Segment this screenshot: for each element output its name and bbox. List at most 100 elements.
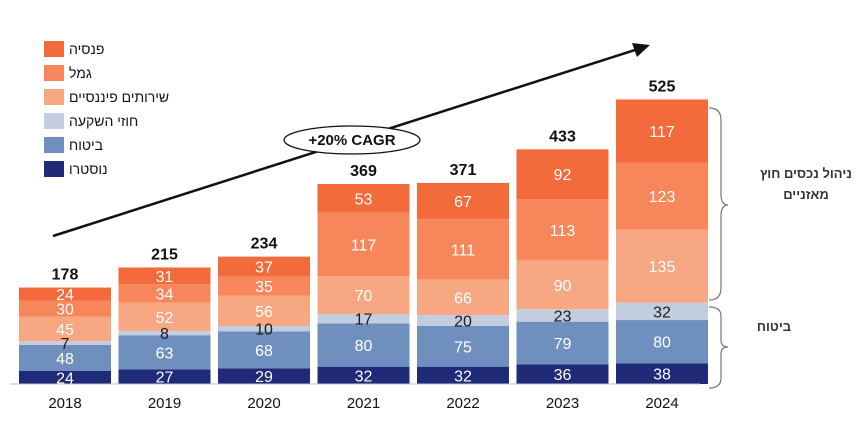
x-tick-label: 2024 [645,395,678,412]
bar-segment [218,276,310,296]
legend-swatch [44,41,64,57]
bar-value-label: 32 [454,368,472,385]
cagr-arrow-head [632,43,650,57]
bar-value-label: 80 [653,335,671,352]
legend-swatch [44,89,64,105]
bar-segment [616,229,708,303]
bar-value-label: 67 [454,194,472,211]
bar-segment [616,320,708,364]
bar-value-label: 20 [454,314,472,331]
bar-segment [317,314,410,324]
bar-segment [19,341,111,345]
bar-segment [218,331,310,369]
bar-value-label: 63 [156,345,174,362]
x-tick-label: 2023 [546,395,579,412]
bar-segment [118,302,211,331]
legend-label: פנסיה [69,41,104,57]
legend-label: ביטוח [69,137,103,153]
bar-value-label: 117 [351,237,377,254]
bar-segment [417,219,509,280]
bar-value-label: 30 [56,302,74,319]
bar-segment [616,302,708,321]
bar-total-label: 369 [350,163,377,180]
bar-value-label: 32 [653,304,671,321]
bracket-aum: ניהול נכסים חוץ מאזניים [708,107,852,301]
bar-value-label: 32 [355,368,373,385]
bracket-insurance-label: ביטוח [757,319,791,334]
bar-total-label: 178 [52,267,79,284]
bar-segment [317,323,410,367]
bar-segment [516,321,609,365]
legend-label: חוזי השקעה [69,113,138,129]
bar-segment [118,330,211,336]
bar-total-label: 525 [649,78,676,95]
bar-segment [616,363,708,384]
bar-value-label: 24 [56,287,74,304]
bar-segment [19,344,111,371]
bar-value-label: 53 [355,191,373,208]
bar-segment [19,370,111,384]
bar-segment [317,276,410,315]
bracket-aum-label-2: מאזניים [783,187,829,202]
bar-value-label: 79 [554,336,572,353]
bar-value-label: 113 [550,223,576,240]
bar-segment [118,335,211,370]
bar-segment [417,326,509,367]
bar-value-label: 27 [156,370,174,387]
cagr-arrow: +20% CAGR [52,43,650,238]
bracket-insurance: ביטוח [708,306,791,389]
bar-total-label: 234 [251,236,278,253]
bar-segment [317,184,410,213]
bracket-aum-path [708,107,729,301]
bar-value-label: 75 [454,339,472,356]
bar-value-label: 38 [653,367,671,384]
x-tick-label: 2020 [247,395,280,412]
bar-value-label: 123 [649,189,676,206]
x-tick-label: 2019 [148,395,181,412]
x-tick-label: 2021 [347,395,380,412]
bar-value-label: 68 [255,343,273,360]
value-labels-layer: 2448745302427638523431296810563537328017… [56,124,675,387]
total-labels-layer: 178 215 234 369 371 433 525 [52,78,676,283]
bar-segment [616,99,708,163]
bar-segment [516,309,609,322]
bar-total-label: 433 [549,128,576,145]
bar-value-label: 80 [355,338,373,355]
bar-value-label: 34 [156,286,174,303]
cagr-ellipse [283,125,421,155]
bar-segment [417,315,509,327]
bar-segment [218,256,310,277]
legend-label: גמל [69,65,92,81]
legend-swatch [44,137,64,153]
bar-value-label: 90 [554,278,572,295]
bar-value-label: 117 [649,124,675,141]
x-tick-label: 2018 [48,395,81,412]
bar-value-label: 48 [56,351,74,368]
bar-value-label: 31 [156,269,174,286]
x-tick-label: 2022 [446,395,479,412]
bar-value-label: 24 [56,370,74,387]
bracket-aum-label: ניהול נכסים חוץ [760,166,852,181]
bar-segment [516,149,609,200]
legend-swatch [44,65,64,81]
bar-total-label: 371 [450,162,477,179]
bar-segment [317,212,410,277]
bar-value-label: 70 [355,288,373,305]
bar-value-label: 36 [554,367,572,384]
bar-segment [516,260,609,310]
bar-segment [118,284,211,303]
bar-segment [417,279,509,316]
bar-segment [317,366,410,384]
bar-segment [19,316,111,342]
cagr-label: +20% CAGR [308,132,395,149]
bracket-insurance-path [708,306,729,389]
bar-value-label: 111 [451,242,475,259]
bar-value-label: 35 [255,279,273,296]
legend-label: נוסטרו [69,161,108,177]
bar-value-label: 23 [554,308,572,325]
bar-segment [616,162,708,230]
legend: פנסיה גמל שירותים פיננסיים חוזי השקעה ביטוח נ… [44,41,169,177]
bar-value-label: 92 [554,167,572,184]
bar-value-label: 7 [61,336,70,353]
